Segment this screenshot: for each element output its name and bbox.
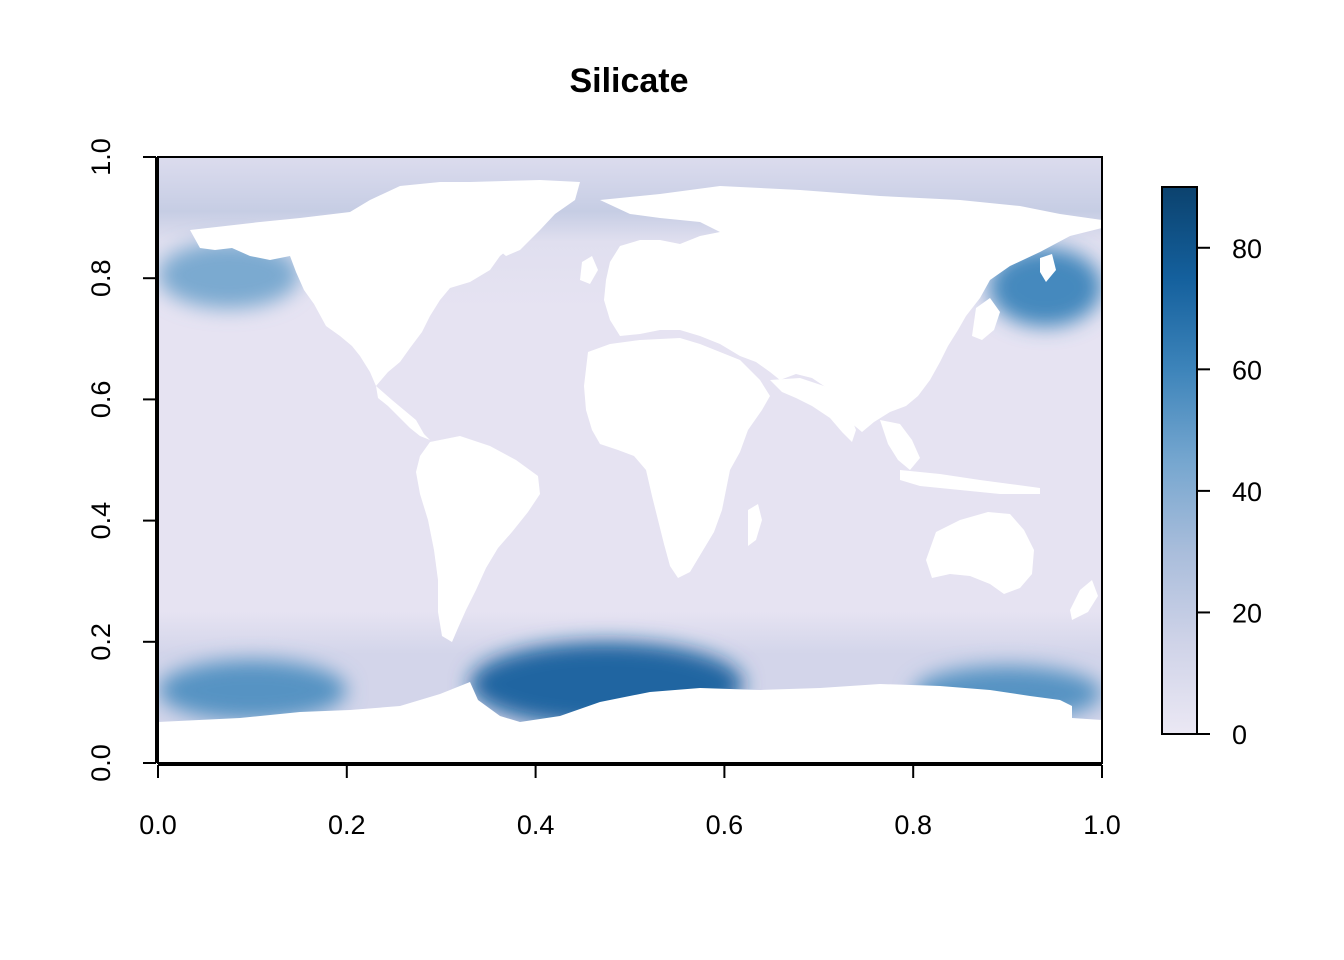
x-tick-label: 0.2 (328, 810, 366, 840)
region-1 (158, 659, 347, 721)
colorbar-tick-label: 0 (1232, 720, 1247, 750)
y-tick-label: 0.6 (86, 381, 116, 419)
y-tick-label: 1.0 (86, 138, 116, 176)
colorbar-tick-label: 60 (1232, 355, 1262, 385)
y-axis: 0.0 0.2 0.4 0.6 0.8 1.0 (86, 138, 157, 782)
y-tick-label: 0.4 (86, 502, 116, 540)
land-arabia-india (770, 378, 856, 442)
land-new-zealand (1070, 580, 1098, 620)
land-north-america (190, 182, 540, 386)
x-tick-label: 0.0 (139, 810, 177, 840)
y-tick-label: 0.8 (86, 259, 116, 297)
land-antarctica (158, 682, 1102, 763)
y-tick-label: 0.0 (86, 744, 116, 782)
land-australia (926, 512, 1034, 594)
land-africa (584, 338, 770, 578)
chart-title: Silicate (569, 62, 688, 100)
land-madagascar (748, 504, 762, 546)
x-tick-label: 0.6 (706, 810, 744, 840)
colorbar-tick-label: 40 (1232, 477, 1262, 507)
land-masses (158, 180, 1102, 763)
x-tick-label: 0.4 (517, 810, 555, 840)
land-indonesia (900, 470, 1040, 494)
land-eurasia (600, 186, 1102, 432)
colorbar-tick-label: 20 (1232, 598, 1262, 628)
colorbar-tick-label: 80 (1232, 234, 1262, 264)
x-axis: 0.0 0.2 0.4 0.6 0.8 1.0 (139, 764, 1121, 840)
land-south-america (416, 436, 540, 642)
x-tick-label: 0.8 (894, 810, 932, 840)
land-uk (580, 256, 598, 284)
y-tick-label: 0.2 (86, 623, 116, 661)
x-tick-label: 1.0 (1083, 810, 1121, 840)
plot-area (158, 157, 1102, 763)
land-greenland (420, 180, 580, 256)
land-japan (972, 298, 1000, 340)
colorbar-frame (1161, 186, 1198, 735)
plot-frame (157, 156, 1103, 764)
colorbar: 0 20 40 60 80 (1161, 186, 1262, 750)
land-central-america (376, 386, 430, 440)
region-3 (988, 247, 1102, 327)
colorbar-ramp (1162, 187, 1197, 734)
land-southeast-asia (880, 420, 920, 470)
land-kamchatka (1040, 254, 1056, 282)
